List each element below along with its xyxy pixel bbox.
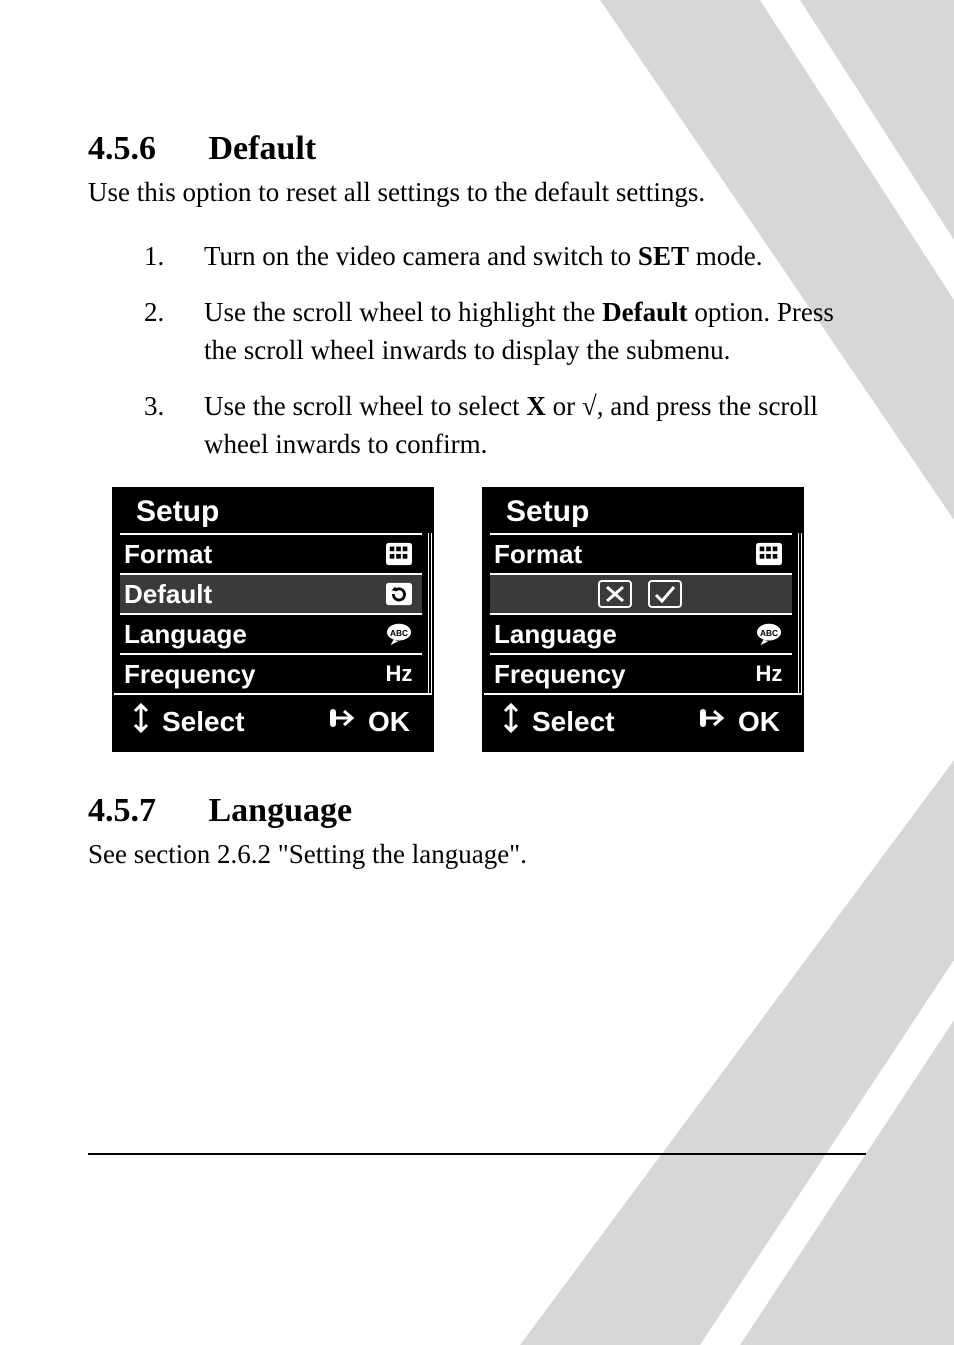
abc-icon: ABC <box>752 619 786 649</box>
row-format[interactable]: Format <box>490 533 792 573</box>
row-frequency[interactable]: Frequency Hz <box>490 653 792 693</box>
setup-screens: Setup Format Default Language <box>112 487 866 752</box>
row-frequency-label: Frequency <box>494 659 626 690</box>
hz-icon: Hz <box>382 659 416 689</box>
footer-rule <box>88 1153 866 1155</box>
scroll-ok-icon <box>700 705 730 738</box>
step-2: Use the scroll wheel to highlight the De… <box>144 294 866 370</box>
row-language-label: Language <box>494 619 617 650</box>
footer-ok: OK <box>738 706 780 738</box>
grid-icon <box>752 539 786 569</box>
row-format-label: Format <box>124 539 212 570</box>
row-format-label: Format <box>494 539 582 570</box>
row-default-confirm[interactable] <box>490 573 792 613</box>
screen-header: Setup <box>484 489 802 533</box>
footer-select: Select <box>162 706 245 738</box>
row-frequency-label: Frequency <box>124 659 256 690</box>
abc-icon: ABC <box>382 619 416 649</box>
setup-screen-right: Setup Format <box>482 487 804 752</box>
step-3: Use the scroll wheel to select X or √, a… <box>144 388 866 464</box>
hz-icon: Hz <box>752 659 786 689</box>
reset-icon <box>382 579 416 609</box>
default-lead: Use this option to reset all settings to… <box>88 174 866 210</box>
row-default-label: Default <box>124 579 212 610</box>
scroll-select-icon <box>498 703 524 740</box>
scroll-ok-icon <box>330 705 360 738</box>
row-frequency[interactable]: Frequency Hz <box>120 653 422 693</box>
row-language[interactable]: Language ABC <box>490 613 792 653</box>
language-body: See section 2.6.2 "Setting the language"… <box>88 836 866 872</box>
default-steps: Turn on the video camera and switch to S… <box>144 238 866 463</box>
setup-screen-left: Setup Format Default Language <box>112 487 434 752</box>
heading-default-num: 4.5.6 <box>88 130 200 168</box>
screen-title: Setup <box>506 495 589 529</box>
row-format[interactable]: Format <box>120 533 422 573</box>
screen-footer: Select OK <box>484 693 802 750</box>
grid-icon <box>382 539 416 569</box>
screen-footer: Select OK <box>114 693 432 750</box>
heading-default-title: Default <box>209 130 317 167</box>
heading-language-title: Language <box>209 792 353 829</box>
cancel-x-icon[interactable] <box>595 579 635 609</box>
row-default[interactable]: Default <box>120 573 422 613</box>
svg-text:ABC: ABC <box>760 628 778 638</box>
confirm-check-icon[interactable] <box>645 579 685 609</box>
heading-language: 4.5.7 Language <box>88 792 866 830</box>
footer-select: Select <box>532 706 615 738</box>
screen-header: Setup <box>114 489 432 533</box>
heading-default: 4.5.6 Default <box>88 130 866 168</box>
step-1: Turn on the video camera and switch to S… <box>144 238 866 276</box>
screen-title: Setup <box>136 495 219 529</box>
heading-language-num: 4.5.7 <box>88 792 200 830</box>
svg-text:ABC: ABC <box>390 628 408 638</box>
footer-ok: OK <box>368 706 410 738</box>
row-language-label: Language <box>124 619 247 650</box>
row-language[interactable]: Language ABC <box>120 613 422 653</box>
scroll-select-icon <box>128 703 154 740</box>
